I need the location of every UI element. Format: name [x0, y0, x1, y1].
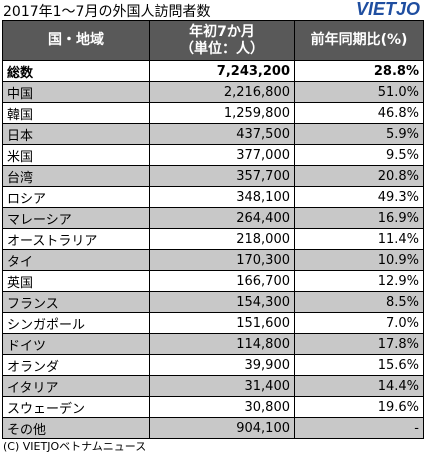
table-cell: 30,800: [149, 396, 295, 418]
table-cell: 1,259,800: [149, 102, 295, 124]
header-cell: 年初7か月 （単位：人）: [149, 20, 295, 61]
table-cell: 20.8%: [294, 165, 424, 187]
table-cell: タイ: [2, 249, 150, 271]
table-cell: 151,600: [149, 312, 295, 334]
table-cell: -: [294, 417, 424, 439]
table-cell: 2,216,800: [149, 81, 295, 103]
table-row: ドイツ 114,800 17.8%: [2, 333, 424, 355]
table-row: 日本 437,500 5.9%: [2, 123, 424, 145]
table-cell: 39,900: [149, 354, 295, 376]
table-cell: 49.3%: [294, 186, 424, 208]
table-cell: オーストラリア: [2, 228, 150, 250]
table-cell: 377,000: [149, 144, 295, 166]
table-cell: 15.6%: [294, 354, 424, 376]
table-cell: 17.8%: [294, 333, 424, 355]
table-cell: 12.9%: [294, 270, 424, 292]
table-cell: 9.5%: [294, 144, 424, 166]
table-cell: 11.4%: [294, 228, 424, 250]
table-cell: 28.8%: [294, 60, 424, 82]
table-row: 台湾 357,700 20.8%: [2, 165, 424, 187]
table-cell: 5.9%: [294, 123, 424, 145]
table-row: 中国 2,216,800 51.0%: [2, 81, 424, 103]
table-row: マレーシア 264,400 16.9%: [2, 207, 424, 229]
table-cell: 437,500: [149, 123, 295, 145]
table-cell: 46.8%: [294, 102, 424, 124]
table-cell: マレーシア: [2, 207, 150, 229]
table-cell: 14.4%: [294, 375, 424, 397]
table-cell: 台湾: [2, 165, 150, 187]
table-cell: イタリア: [2, 375, 150, 397]
table-cell: 8.5%: [294, 291, 424, 313]
table-cell: 米国: [2, 144, 150, 166]
table-row: オランダ 39,900 15.6%: [2, 354, 424, 376]
title: 2017年1～7月の外国人訪問者数: [3, 4, 211, 20]
table-cell: 19.6%: [294, 396, 424, 418]
header-line: （単位：人）: [180, 40, 264, 57]
table-cell: 166,700: [149, 270, 295, 292]
table-cell: 264,400: [149, 207, 295, 229]
header-cell: 前年同期比(%): [294, 20, 424, 61]
table: 国・地域 年初7か月 （単位：人） 前年同期比(%) 総数 7,243,200 28.8% 中…: [2, 20, 424, 439]
table-cell: 218,000: [149, 228, 295, 250]
table-row: 英国 166,700 12.9%: [2, 270, 424, 292]
table-row: その他 904,100-: [2, 417, 424, 439]
table-row: 米国 377,000 9.5%: [2, 144, 424, 166]
footer: (C) VIETJOベトナムニュース: [3, 440, 147, 453]
table-row: フランス 154,300 8.5%: [2, 291, 424, 313]
table-cell: 16.9%: [294, 207, 424, 229]
table-cell: 357,700: [149, 165, 295, 187]
table-row: オーストラリア 218,000 11.4%: [2, 228, 424, 250]
table-cell: 51.0%: [294, 81, 424, 103]
table-cell: 中国: [2, 81, 150, 103]
table-cell: 日本: [2, 123, 150, 145]
table-cell: 154,300: [149, 291, 295, 313]
table-cell: 170,300: [149, 249, 295, 271]
table-cell: その他: [2, 417, 150, 439]
table-row: イタリア 31,400 14.4%: [2, 375, 424, 397]
table-cell: 総数: [2, 60, 150, 82]
header-row: 国・地域 年初7か月 （単位：人） 前年同期比(%): [2, 20, 424, 61]
table-cell: ロシア: [2, 186, 150, 208]
table-cell: オランダ: [2, 354, 150, 376]
table-cell: フランス: [2, 291, 150, 313]
table-cell: 英国: [2, 270, 150, 292]
logo: VIETJO: [355, 0, 420, 19]
table-cell: スウェーデン: [2, 396, 150, 418]
header-line: 年初7か月: [189, 23, 255, 40]
table-cell: 韓国: [2, 102, 150, 124]
table-row: 韓国 1,259,800 46.8%: [2, 102, 424, 124]
table-cell: ドイツ: [2, 333, 150, 355]
table-cell: 7,243,200: [149, 60, 295, 82]
table-cell: 7.0%: [294, 312, 424, 334]
table-row: タイ 170,300 10.9%: [2, 249, 424, 271]
table-row: ロシア 348,100 49.3%: [2, 186, 424, 208]
table-cell: 10.9%: [294, 249, 424, 271]
header-cell: 国・地域: [2, 20, 150, 61]
table-row: シンガポール 151,600 7.0%: [2, 312, 424, 334]
table-cell: 348,100: [149, 186, 295, 208]
table-cell: 114,800: [149, 333, 295, 355]
table-cell: シンガポール: [2, 312, 150, 334]
table-cell: 31,400: [149, 375, 295, 397]
table-row: スウェーデン 30,800 19.6%: [2, 396, 424, 418]
table-cell: 904,100: [149, 417, 295, 439]
table-row: 総数 7,243,200 28.8%: [2, 60, 424, 82]
